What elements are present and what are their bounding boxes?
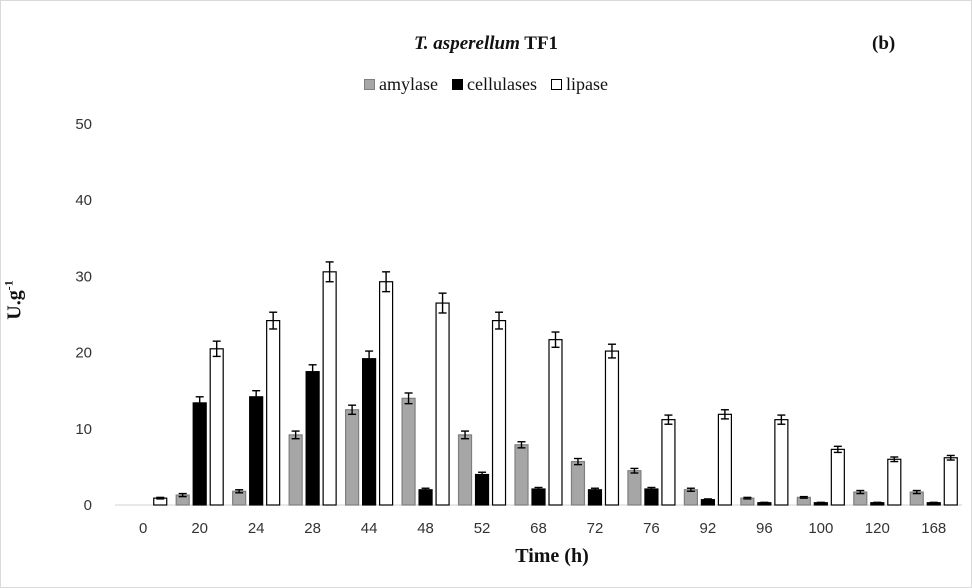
x-tick-label: 52: [474, 520, 491, 537]
bar-cellulases-44: [362, 358, 377, 506]
bar-cellulases-72: [587, 489, 603, 506]
legend-label-lipase: lipase: [565, 74, 608, 94]
x-axis-label: Time (h): [515, 545, 589, 567]
legend-swatch-lipase: [550, 79, 562, 90]
x-tick-label: 72: [587, 520, 604, 537]
bar-lipase-52: [491, 319, 507, 506]
y-tick-label: 10: [75, 421, 92, 438]
bar-amylase-76: [627, 470, 642, 506]
y-tick-label: 40: [75, 192, 92, 209]
legend-item-amylase: amylase: [364, 74, 438, 95]
bar-cellulases-48: [418, 489, 433, 506]
bar-lipase-120: [887, 458, 902, 506]
bar-cellulases-68: [531, 488, 546, 506]
legend-item-lipase: lipase: [550, 74, 608, 95]
legend-label-cellulases: cellulases: [467, 74, 537, 94]
bar-cellulases-28: [305, 371, 320, 506]
bar-amylase-48: [401, 397, 416, 506]
x-tick-label: 44: [361, 520, 378, 537]
x-tick-label: 76: [643, 520, 660, 537]
bar-cellulases-76: [644, 488, 659, 506]
y-tick-label: 50: [75, 116, 92, 133]
x-tick-label: 28: [304, 520, 321, 537]
x-tick-label: 68: [530, 520, 547, 537]
legend-swatch-cellulases: [452, 79, 463, 90]
bar-amylase-92: [683, 489, 699, 506]
x-tick-label: 100: [808, 520, 833, 537]
bar-amylase-44: [345, 409, 360, 506]
y-tick-label: 30: [75, 268, 92, 285]
bar-lipase-72: [604, 350, 620, 506]
legend-label-amylase: amylase: [379, 74, 438, 94]
bar-lipase-44: [379, 281, 394, 506]
title-species: T. asperellum: [413, 33, 520, 54]
bar-lipase-96: [774, 419, 789, 506]
bar-lipase-48: [435, 302, 450, 506]
panel-label: (b): [872, 33, 896, 54]
title-strain: TF1: [524, 33, 559, 54]
bar-cellulases-24: [249, 396, 264, 506]
bar-lipase-20: [209, 348, 224, 506]
bar-lipase-24: [266, 319, 281, 506]
bar-lipase-76: [661, 419, 676, 506]
x-tick-label: 24: [248, 520, 265, 537]
chart-title: T. asperellum TF1: [0, 33, 972, 55]
x-tick-label: 92: [700, 520, 717, 537]
legend-swatch-amylase: [364, 79, 376, 90]
x-tick-label: 0: [139, 520, 147, 537]
bar-lipase-28: [322, 271, 337, 506]
bar-lipase-100: [830, 448, 845, 506]
legend: amylase cellulases lipase: [0, 74, 972, 95]
x-tick-label: 96: [756, 520, 773, 537]
bar-lipase-68: [548, 339, 563, 506]
y-tick-label: 20: [75, 345, 92, 362]
bar-cellulases-20: [192, 402, 207, 506]
bar-amylase-68: [514, 444, 529, 506]
x-tick-label: 48: [417, 520, 434, 537]
y-tick-label: 0: [84, 497, 92, 514]
bar-amylase-72: [570, 460, 586, 506]
legend-item-cellulases: cellulases: [452, 74, 537, 95]
x-tick-label: 168: [921, 520, 946, 537]
bar-lipase-168: [943, 457, 958, 506]
bar-cellulases-52: [474, 473, 490, 506]
x-tick-label: 120: [865, 520, 890, 537]
x-tick-label: 20: [191, 520, 208, 537]
bar-amylase-52: [457, 434, 473, 506]
bar-lipase-92: [717, 413, 733, 506]
bar-amylase-28: [288, 434, 303, 506]
